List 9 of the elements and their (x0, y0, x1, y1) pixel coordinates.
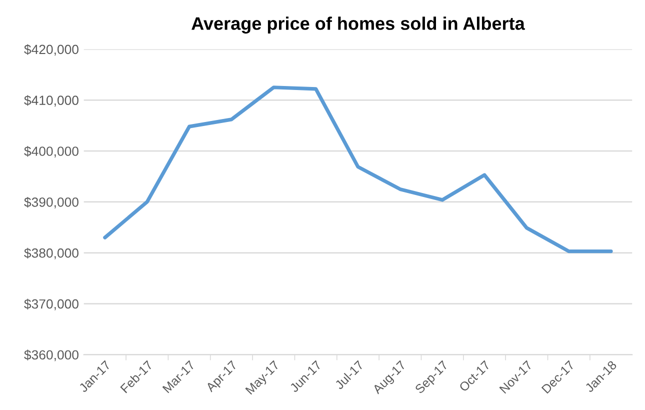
y-tick-label: $400,000 (24, 146, 78, 158)
chart-title: Average price of homes sold in Alberta (192, 16, 525, 34)
y-tick-label: $370,000 (24, 298, 78, 310)
line-series (103, 86, 613, 254)
y-tick-label: $410,000 (24, 95, 78, 107)
y-tick-label: $390,000 (24, 196, 78, 208)
y-tick-label: $420,000 (24, 44, 78, 56)
y-tick-label: $360,000 (24, 350, 78, 362)
y-tick-label: $380,000 (24, 248, 78, 260)
